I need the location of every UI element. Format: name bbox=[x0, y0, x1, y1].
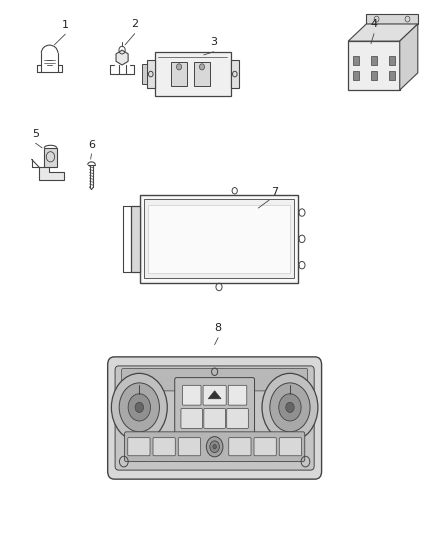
Bar bbox=[155, 52, 231, 96]
FancyBboxPatch shape bbox=[279, 438, 301, 456]
Bar bbox=[141, 195, 297, 282]
FancyBboxPatch shape bbox=[108, 357, 321, 479]
Bar bbox=[147, 60, 155, 88]
FancyBboxPatch shape bbox=[128, 438, 150, 456]
Polygon shape bbox=[348, 24, 418, 41]
Circle shape bbox=[213, 445, 216, 449]
Text: 3: 3 bbox=[210, 37, 217, 47]
Bar bbox=[194, 62, 210, 86]
Polygon shape bbox=[39, 149, 64, 180]
Bar bbox=[353, 71, 359, 80]
Polygon shape bbox=[400, 24, 418, 90]
FancyBboxPatch shape bbox=[229, 438, 251, 456]
FancyBboxPatch shape bbox=[153, 438, 175, 456]
Text: 8: 8 bbox=[215, 324, 222, 334]
Circle shape bbox=[270, 383, 310, 432]
Text: 7: 7 bbox=[272, 188, 279, 197]
Bar bbox=[353, 56, 359, 65]
FancyBboxPatch shape bbox=[254, 438, 276, 456]
Text: 6: 6 bbox=[88, 140, 95, 150]
Circle shape bbox=[199, 64, 205, 70]
Circle shape bbox=[128, 394, 151, 421]
Bar bbox=[389, 56, 395, 65]
Circle shape bbox=[262, 373, 318, 441]
Polygon shape bbox=[208, 391, 221, 399]
Circle shape bbox=[206, 437, 223, 457]
Text: 4: 4 bbox=[371, 19, 378, 29]
Bar bbox=[144, 199, 294, 278]
FancyBboxPatch shape bbox=[203, 385, 226, 405]
Polygon shape bbox=[348, 41, 400, 90]
Circle shape bbox=[111, 373, 167, 441]
FancyBboxPatch shape bbox=[124, 432, 305, 462]
FancyBboxPatch shape bbox=[183, 385, 201, 405]
Bar bbox=[231, 60, 239, 88]
Bar bbox=[371, 71, 377, 80]
Bar bbox=[44, 148, 57, 167]
Bar bbox=[131, 206, 141, 272]
Bar bbox=[389, 71, 395, 80]
Bar bbox=[371, 56, 377, 65]
FancyBboxPatch shape bbox=[227, 408, 248, 429]
FancyBboxPatch shape bbox=[204, 408, 226, 429]
Circle shape bbox=[177, 64, 182, 70]
FancyBboxPatch shape bbox=[178, 438, 201, 456]
FancyBboxPatch shape bbox=[122, 368, 307, 391]
FancyBboxPatch shape bbox=[228, 385, 247, 405]
FancyBboxPatch shape bbox=[175, 377, 254, 437]
Text: 1: 1 bbox=[62, 20, 69, 30]
Bar bbox=[148, 205, 290, 273]
FancyBboxPatch shape bbox=[115, 366, 314, 470]
Bar bbox=[142, 64, 147, 84]
Circle shape bbox=[210, 441, 219, 453]
Text: 5: 5 bbox=[32, 129, 39, 139]
Circle shape bbox=[286, 402, 294, 413]
Bar bbox=[171, 62, 187, 86]
Polygon shape bbox=[366, 14, 418, 24]
Text: 2: 2 bbox=[131, 19, 138, 29]
Polygon shape bbox=[116, 50, 128, 65]
Circle shape bbox=[135, 402, 144, 413]
Circle shape bbox=[119, 383, 159, 432]
FancyBboxPatch shape bbox=[181, 408, 202, 429]
Circle shape bbox=[279, 394, 301, 421]
